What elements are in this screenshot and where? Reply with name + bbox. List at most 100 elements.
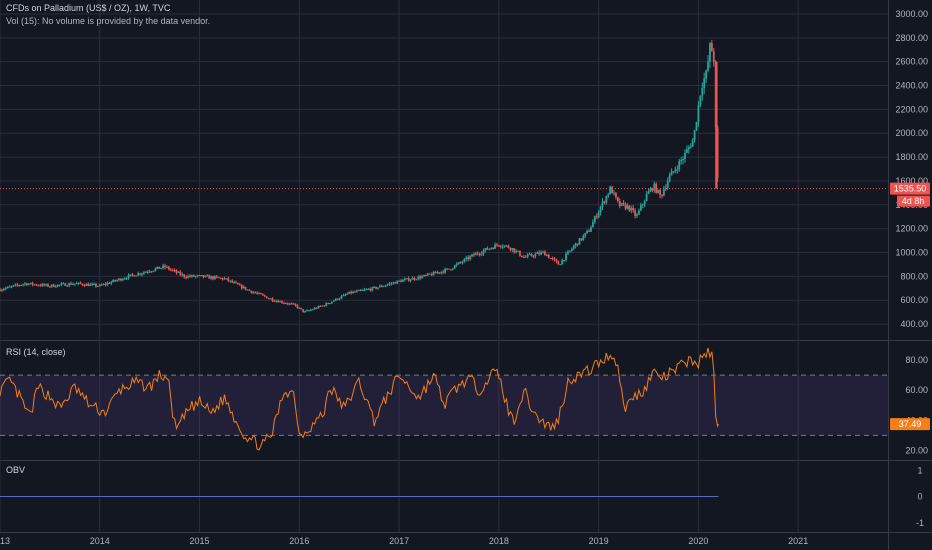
price-pane	[0, 39, 888, 314]
candle-body	[544, 251, 546, 256]
candle-body	[227, 278, 230, 281]
candle-body	[242, 286, 245, 289]
candle-body	[47, 284, 49, 287]
candle-body	[60, 283, 63, 285]
candle-body	[327, 303, 330, 305]
candle-body	[555, 259, 558, 262]
candle-body	[181, 274, 184, 276]
candle-body	[561, 260, 564, 265]
price-tick-label: 1600.00	[895, 176, 928, 186]
candle-body	[169, 269, 172, 271]
candle-body	[171, 269, 174, 271]
candle-body	[390, 283, 393, 285]
candle-body	[507, 245, 510, 248]
last-price-badge	[890, 182, 930, 195]
candle-body	[75, 283, 78, 285]
candle-body	[425, 275, 427, 277]
candle-body	[175, 270, 178, 273]
candle-body	[530, 254, 533, 256]
candle-body	[450, 269, 452, 271]
candle-body	[246, 289, 249, 291]
candle-body	[438, 272, 441, 274]
candle-body	[221, 278, 224, 280]
candle-body	[102, 283, 105, 285]
candle-body	[542, 251, 544, 253]
candle-body	[398, 280, 401, 282]
candle-body	[325, 303, 328, 306]
candle-body	[331, 301, 333, 304]
candle-body	[434, 271, 437, 274]
candle-body	[311, 309, 314, 311]
candle-body	[22, 284, 24, 286]
candle-body	[528, 254, 531, 256]
candle-body	[173, 270, 176, 272]
candle-body	[557, 261, 560, 265]
candle-body	[24, 283, 26, 285]
candle-body	[662, 189, 665, 196]
candle-body	[202, 275, 205, 278]
candle-body	[357, 289, 360, 291]
candle-body	[455, 263, 458, 266]
candle-body	[553, 258, 556, 260]
candle-body	[377, 287, 379, 289]
obv-tick-label: 0	[917, 492, 922, 502]
candle-body	[519, 251, 521, 256]
candle-body	[559, 264, 562, 266]
candle-body	[20, 284, 23, 286]
countdown-label: 4d 8h	[902, 196, 925, 206]
candle-body	[626, 205, 629, 209]
x-tick-label: 2014	[90, 536, 110, 546]
candle-body	[643, 200, 646, 205]
candle-body	[127, 275, 130, 279]
candle-body	[39, 285, 42, 287]
candle-body	[442, 271, 445, 273]
candle-body	[250, 290, 253, 293]
candle-body	[321, 305, 324, 307]
candle-body	[402, 280, 404, 282]
candle-body	[52, 284, 55, 287]
candle-body	[707, 61, 709, 71]
candle-body	[545, 254, 548, 256]
candle-body	[148, 271, 151, 273]
candle-body	[415, 279, 418, 281]
candle-body	[588, 230, 590, 232]
candle-body	[484, 248, 487, 251]
candle-body	[248, 289, 251, 291]
candle-body	[444, 268, 447, 273]
price-tick-label: 1800.00	[895, 152, 928, 162]
candle-body	[110, 282, 113, 284]
candle-body	[77, 282, 80, 284]
candle-body	[574, 243, 577, 247]
candle-body	[632, 207, 635, 211]
candle-body	[198, 275, 201, 277]
x-tick-label: 2017	[389, 536, 409, 546]
candle-body	[91, 284, 94, 286]
price-tick-label: 800.00	[900, 271, 928, 281]
candle-body	[8, 286, 11, 288]
candle-body	[709, 43, 711, 62]
last-price-label: 1535.50	[894, 184, 927, 194]
candle-body	[490, 248, 493, 250]
obv-tick-label: -1	[916, 518, 924, 528]
candle-body	[231, 280, 234, 283]
candle-body	[118, 278, 120, 281]
candle-body	[256, 292, 259, 294]
candle-body	[367, 289, 370, 291]
candle-body	[194, 276, 197, 278]
candle-body	[179, 271, 182, 275]
countdown-badge	[897, 195, 930, 207]
candle-body	[511, 248, 514, 250]
candle-body	[651, 188, 654, 191]
x-tick-label: 2018	[489, 536, 509, 546]
candle-body	[273, 300, 276, 302]
candle-body	[160, 267, 163, 269]
candle-body	[480, 253, 483, 255]
candle-body	[563, 259, 566, 261]
candle-body	[509, 247, 512, 250]
candle-body	[664, 187, 667, 190]
candle-body	[382, 286, 385, 288]
candle-body	[465, 257, 468, 260]
candle-body	[712, 51, 715, 62]
candle-body	[419, 276, 422, 279]
